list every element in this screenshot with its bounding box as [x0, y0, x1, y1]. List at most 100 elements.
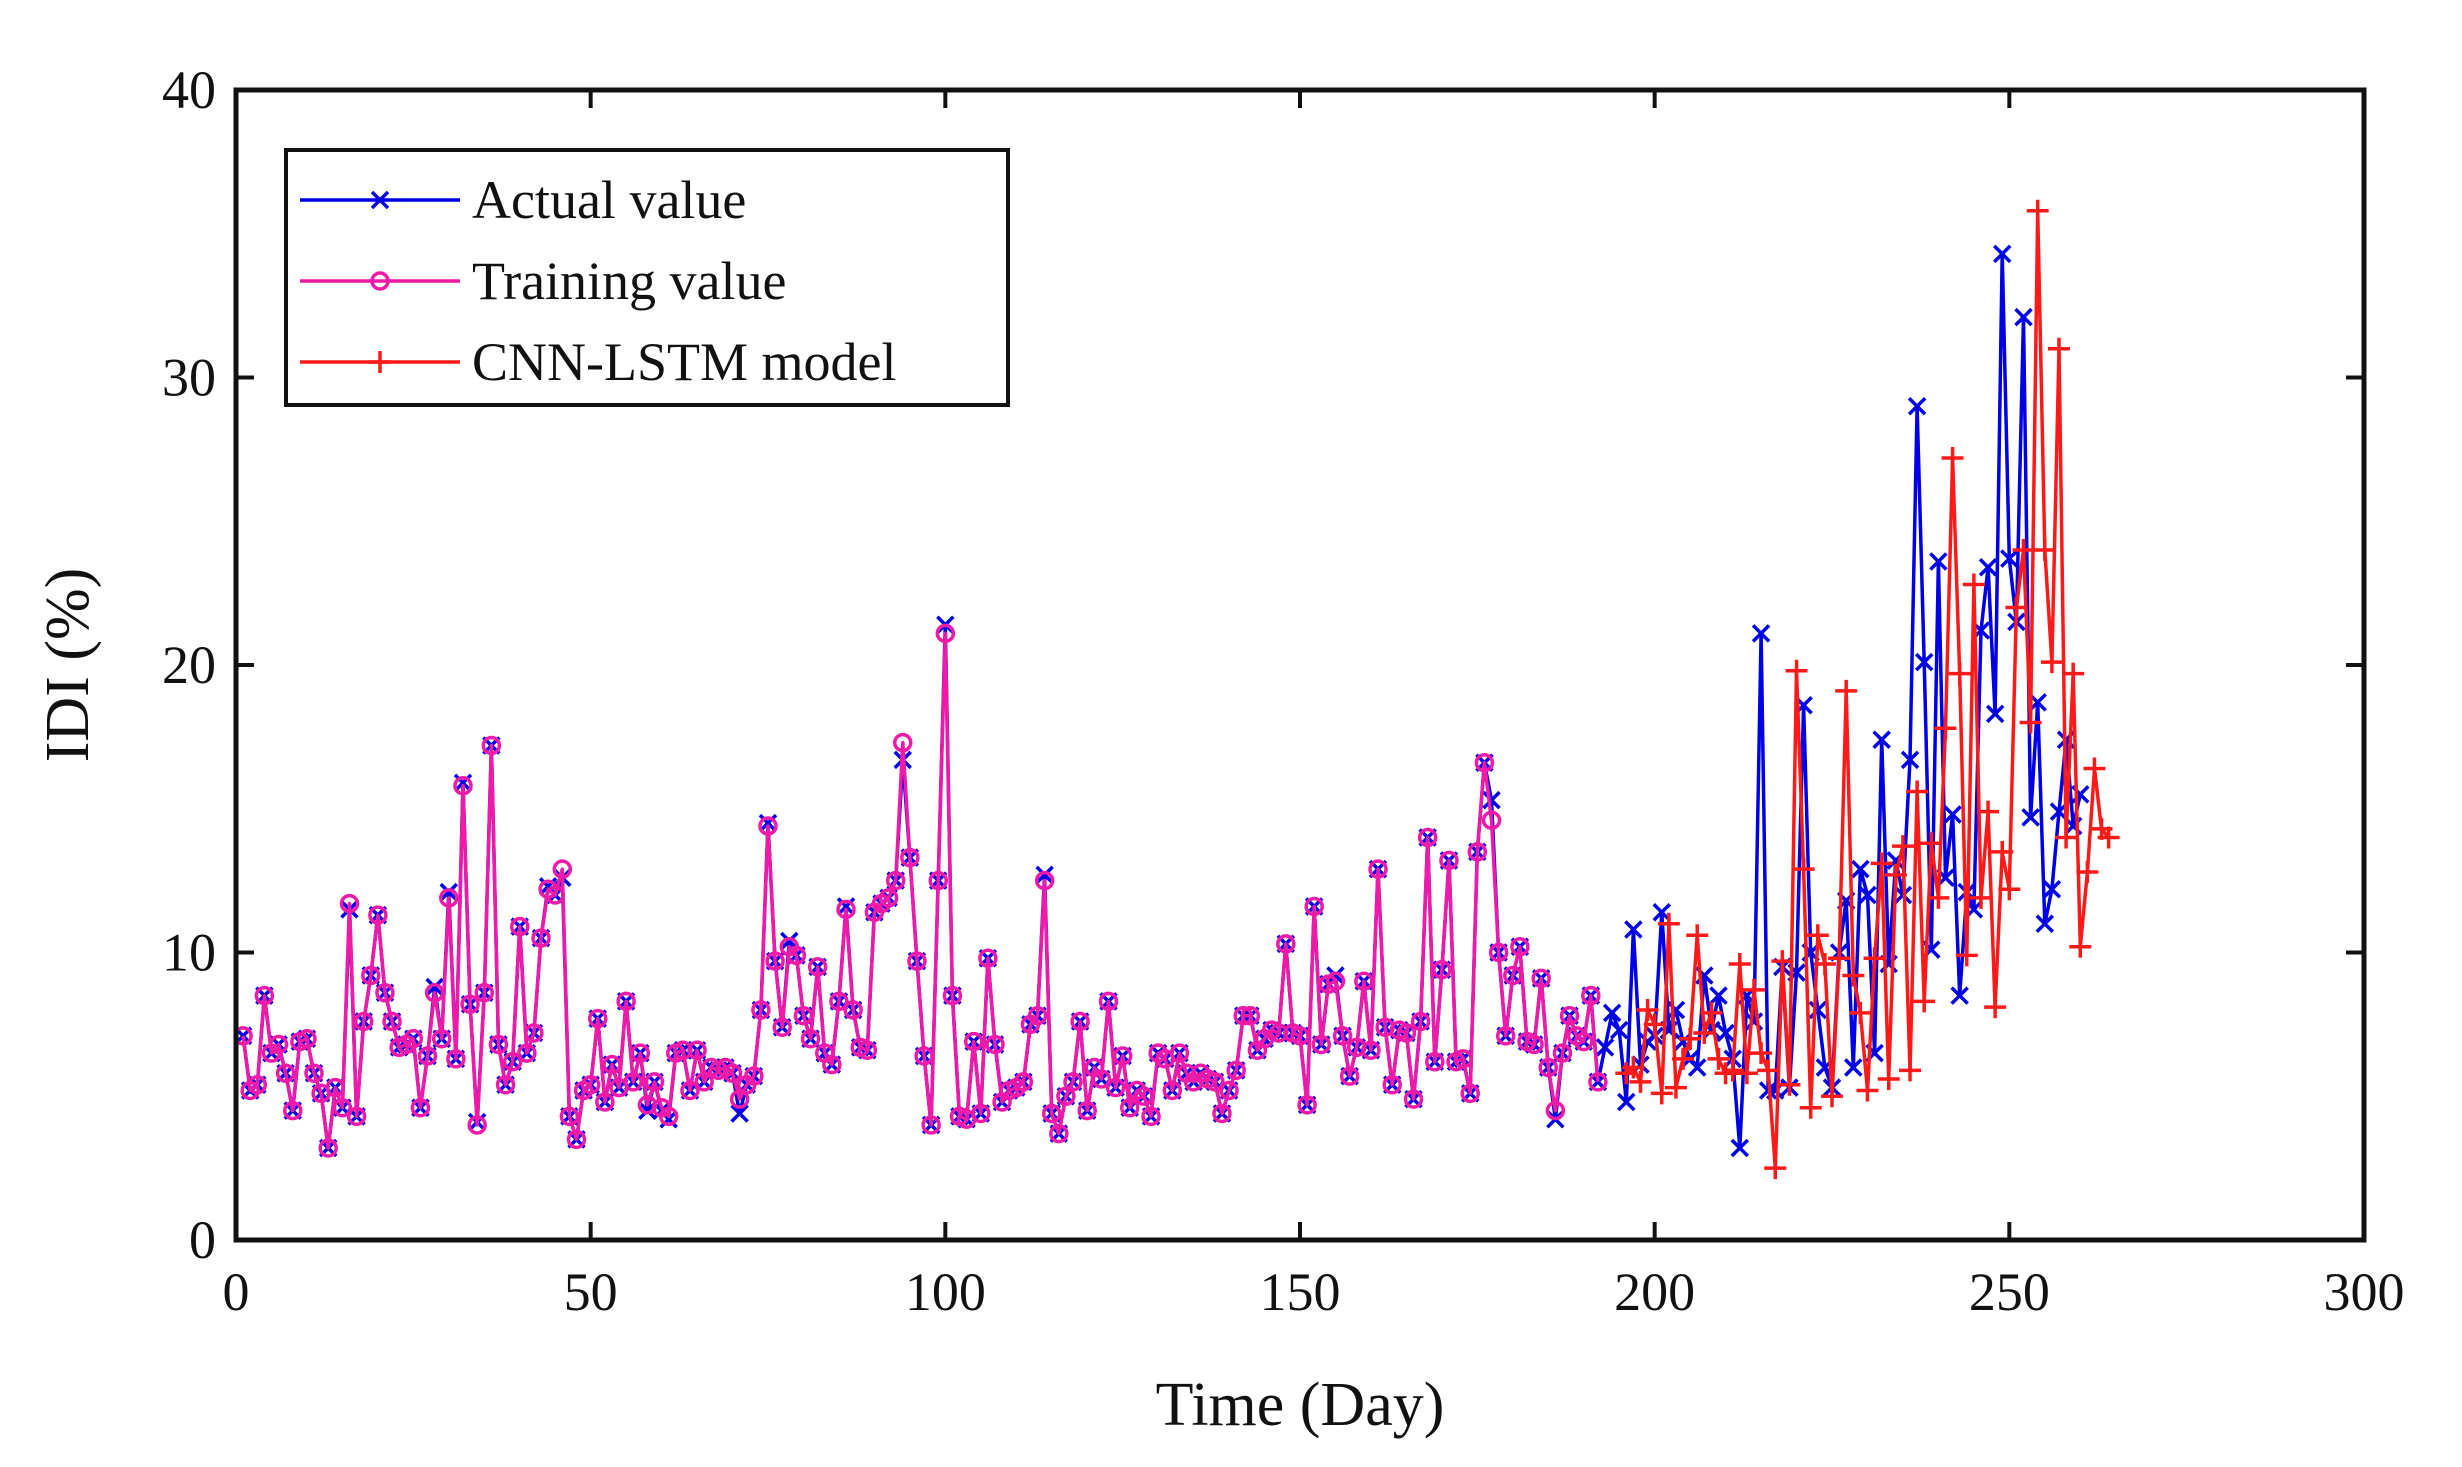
data-point-training	[914, 1046, 934, 1066]
data-point-cnn-lstm	[1891, 835, 1914, 858]
data-point-training	[758, 816, 778, 836]
data-point-training	[588, 1008, 608, 1029]
data-point-cnn-lstm	[1771, 950, 1794, 973]
data-point-cnn-lstm	[1679, 1027, 1702, 1050]
data-point-actual	[1900, 750, 1920, 770]
data-point-training	[275, 1063, 296, 1083]
data-point-actual-stroke	[2000, 549, 2019, 568]
data-point-training	[361, 965, 381, 986]
data-point-actual-stroke	[1914, 652, 1934, 672]
data-point-training	[1510, 937, 1530, 957]
data-point-training	[580, 1075, 601, 1095]
data-point-cnn-lstm	[1991, 840, 2014, 863]
data-point-training	[467, 1115, 487, 1135]
data-point-actual-stroke	[1602, 1003, 1622, 1023]
data-point-actual-stroke	[1702, 1020, 1721, 1040]
data-point-training	[1339, 1066, 1360, 1086]
data-point-cnn-lstm	[1984, 996, 2007, 1019]
data-point-training	[687, 1040, 707, 1060]
data-point-training	[1425, 1052, 1445, 1072]
data-point-actual	[2042, 880, 2062, 899]
data-point-actual-stroke	[1652, 903, 1671, 922]
data-point-actual-stroke	[1844, 1058, 1863, 1077]
data-point-training	[942, 985, 963, 1006]
data-point-cnn-lstm	[1750, 1042, 1773, 1065]
data-point-training	[268, 1034, 289, 1055]
data-point-actual	[836, 897, 856, 916]
data-point-training	[488, 1034, 509, 1055]
data-point-training	[985, 1034, 1005, 1055]
data-point-cnn-lstm	[2062, 662, 2085, 685]
data-point-actual-stroke	[1709, 986, 1728, 1005]
data-point-training	[566, 1129, 587, 1150]
data-point-cnn-lstm	[1636, 999, 1659, 1021]
data-point-training	[1205, 1072, 1225, 1092]
data-point-training	[907, 951, 927, 971]
data-point-actual-stroke	[1907, 397, 1927, 416]
data-point-actual-stroke	[1482, 790, 1501, 810]
data-point-training	[935, 623, 956, 644]
data-point-training	[1396, 1023, 1417, 1043]
data-point-training	[1432, 960, 1452, 980]
data-point-cnn-lstm	[1806, 924, 1829, 947]
data-point-cnn-lstm	[1657, 912, 1680, 935]
x-tick-label: 100	[905, 1262, 986, 1322]
data-point-cnn-lstm	[1693, 1022, 1716, 1044]
data-point-cnn-lstm	[1821, 1085, 1843, 1108]
data-point-training	[1091, 1069, 1112, 1089]
data-point-training	[1538, 1057, 1559, 1078]
data-point-training	[793, 1006, 814, 1026]
data-point-cnn-lstm	[1629, 1070, 1652, 1093]
data-point-cnn-lstm	[1913, 990, 1936, 1013]
data-point-training	[1460, 1083, 1480, 1104]
data-point-training	[1503, 965, 1523, 986]
legend-marker-actual-stroke	[370, 190, 390, 210]
data-point-training	[1120, 1098, 1140, 1118]
data-point-actual-stroke	[1617, 1092, 1636, 1112]
x-tick-label: 250	[1969, 1262, 2050, 1322]
legend-items	[300, 190, 460, 373]
data-point-actual-stroke	[1609, 1020, 1629, 1040]
data-point-training	[623, 1072, 643, 1092]
data-point-cnn-lstm	[1622, 1056, 1645, 1079]
data-point-cnn-lstm	[1643, 1013, 1666, 1036]
y-tick-label: 30	[162, 348, 216, 408]
data-point-training	[502, 1052, 523, 1072]
data-point-cnn-lstm	[1977, 800, 2000, 823]
data-point-training	[971, 1103, 991, 1124]
data-point-training	[829, 991, 849, 1012]
y-tick-label: 40	[162, 60, 216, 120]
data-point-training	[1382, 1075, 1402, 1095]
data-point-cnn-lstm	[1998, 878, 2021, 901]
data-point-training	[403, 1029, 424, 1049]
data-point-cnn-lstm	[1799, 1096, 1822, 1119]
data-point-training	[552, 859, 573, 879]
data-point-training	[595, 1092, 615, 1112]
data-point-actual	[1751, 624, 1771, 643]
data-point-actual	[1943, 805, 1962, 824]
data-point-cnn-lstm	[1721, 1059, 1744, 1082]
data-point-actual	[1808, 1000, 1828, 1020]
data-point-actual-stroke	[1666, 1000, 1686, 1020]
data-point-cnn-lstm	[1920, 832, 1943, 855]
x-tick-label: 50	[564, 1262, 618, 1322]
data-point-actual-stroke	[1716, 1023, 1735, 1043]
data-point-training	[1233, 1006, 1254, 1026]
y-tick-label: 10	[162, 923, 216, 983]
data-point-training	[1368, 859, 1388, 879]
data-point-training	[1403, 1089, 1424, 1109]
data-point-training	[247, 1075, 268, 1095]
data-point-training	[616, 991, 636, 1012]
data-point-actual-stroke	[659, 1110, 678, 1129]
data-point-training	[282, 1100, 303, 1121]
data-point-training	[843, 1000, 863, 1020]
data-point-actual	[425, 977, 444, 997]
legend-label-training: Training value	[472, 251, 786, 311]
data-point-training	[978, 948, 998, 968]
data-point-cnn-lstm	[1700, 1001, 1723, 1024]
data-point-actual-stroke	[2014, 307, 2033, 327]
data-point-training	[304, 1063, 324, 1083]
data-point-actual-stroke	[1624, 920, 1643, 939]
data-point-training	[1268, 1023, 1289, 1043]
data-point-actual-stroke	[1900, 750, 1920, 770]
